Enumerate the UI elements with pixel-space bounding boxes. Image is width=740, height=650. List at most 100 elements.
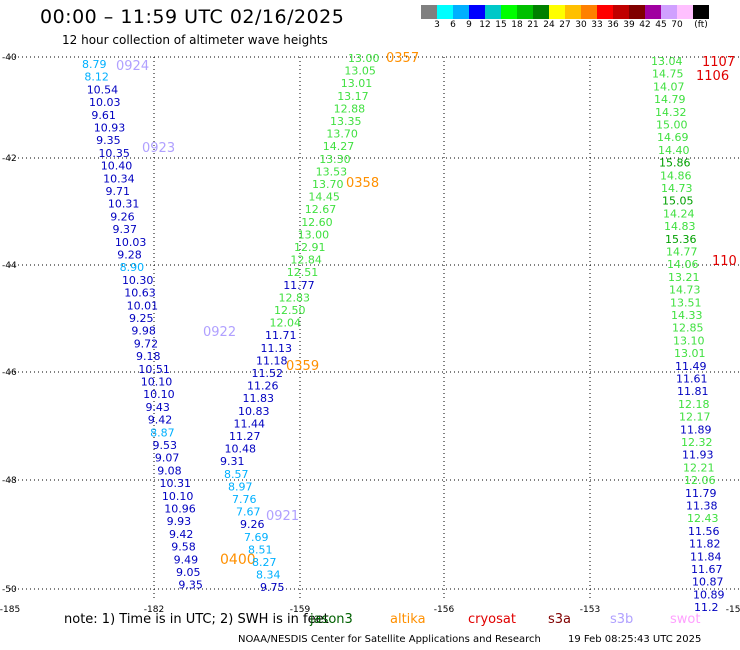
legend-label: 21 xyxy=(527,20,539,30)
wave-height-label: 9.26 xyxy=(240,518,265,531)
color-legend: 3 6 9 12 15 18 21 24 27 30 33 36 39 42 45 70 (ft) xyxy=(421,5,709,33)
pass-label: 0357 xyxy=(386,51,419,66)
wave-height-label: 12.50 xyxy=(274,304,306,317)
wave-height-label: 11.67 xyxy=(691,563,723,576)
wave-height-label: 8.27 xyxy=(252,556,277,569)
legend-label: 36 xyxy=(607,20,619,30)
wave-height-label: 14.83 xyxy=(664,220,696,233)
wave-height-label: 13.30 xyxy=(319,153,351,166)
lat-tick-label: -48 xyxy=(2,476,17,486)
wave-height-label: 10.10 xyxy=(162,490,194,503)
map-title: 00:00 – 11:59 UTC 02/16/2025 xyxy=(40,6,345,28)
legend-label: 42 xyxy=(639,20,651,30)
legend-swatch xyxy=(501,5,517,19)
legend-swatch xyxy=(597,5,613,19)
wave-height-label: 11.27 xyxy=(229,430,261,443)
wave-height-label: 9.35 xyxy=(96,134,121,147)
wave-height-label: 11.49 xyxy=(675,360,707,373)
wave-height-label: 8.51 xyxy=(248,543,273,556)
wave-height-label: 13.01 xyxy=(674,347,706,360)
legend-swatch xyxy=(437,5,453,19)
wave-height-label: 13.21 xyxy=(668,271,700,284)
pass-label: 0921 xyxy=(266,509,299,524)
wave-height-label: 11.61 xyxy=(676,373,708,386)
satellite-legend-item: altika xyxy=(390,612,426,627)
legend-label: 39 xyxy=(623,20,635,30)
legend-label: 70 xyxy=(671,20,683,30)
lon-tick-label: -182 xyxy=(144,605,164,615)
satellite-legend-item: jason3 xyxy=(310,612,353,627)
wave-height-label: 9.71 xyxy=(106,185,131,198)
legend-swatch xyxy=(453,5,469,19)
wave-height-label: 10.31 xyxy=(160,477,192,490)
wave-height-label: 12.85 xyxy=(672,322,704,335)
legend-label: 12 xyxy=(479,20,491,30)
lat-tick-label: -50 xyxy=(2,585,17,595)
pass-label: 0923 xyxy=(142,141,175,156)
wave-height-label: 12.51 xyxy=(287,266,319,279)
wave-height-label: 9.26 xyxy=(110,210,135,223)
wave-height-label: 10.10 xyxy=(143,388,175,401)
wave-height-label: 9.25 xyxy=(129,312,154,325)
wave-height-label: 11.56 xyxy=(688,525,720,538)
wave-height-label: 14.27 xyxy=(323,140,355,153)
legend-label: 24 xyxy=(543,20,555,30)
wave-height-label: 11.82 xyxy=(689,538,721,551)
wave-height-label: 12.83 xyxy=(279,291,311,304)
wave-height-label: 10.34 xyxy=(103,172,134,185)
legend-swatch xyxy=(645,5,661,19)
wave-height-label: 9.93 xyxy=(167,515,192,528)
pass-label: 0922 xyxy=(203,325,236,340)
wave-height-label: 11.81 xyxy=(677,385,709,398)
legend-swatch xyxy=(677,5,693,19)
wave-height-label: 9.37 xyxy=(113,223,138,236)
wave-height-label: 12.21 xyxy=(683,461,715,474)
legend-label: 9 xyxy=(466,20,472,30)
wave-height-label: 8.34 xyxy=(256,569,281,582)
wave-height-label: 14.06 xyxy=(667,258,699,271)
wave-height-label: 9.35 xyxy=(178,579,203,592)
legend-label: 27 xyxy=(559,20,571,30)
wave-height-label: 13.05 xyxy=(344,65,376,78)
legend-swatches xyxy=(421,5,709,19)
legend-swatch xyxy=(485,5,501,19)
wave-height-label: 12.88 xyxy=(334,102,366,115)
wave-height-label: 11.2 xyxy=(694,601,719,614)
wave-height-label: 14.69 xyxy=(657,131,689,144)
satellite-legend-item: s3a xyxy=(548,612,572,627)
wave-height-label: 10.03 xyxy=(115,236,146,249)
legend-swatch xyxy=(581,5,597,19)
wave-height-label: 10.63 xyxy=(124,287,156,300)
wave-height-label: 13.70 xyxy=(326,128,358,141)
wave-height-label: 10.87 xyxy=(692,576,724,589)
satellite-legend-item: swot xyxy=(670,612,701,627)
wave-height-label: 13.70 xyxy=(312,178,344,191)
wave-height-label: 11.84 xyxy=(690,550,722,563)
wave-height-label: 14.07 xyxy=(653,80,685,93)
generated-timestamp: 19 Feb 08:25:43 UTC 2025 xyxy=(568,634,702,645)
wave-height-label: 13.53 xyxy=(316,165,348,178)
wave-height-label: 12.17 xyxy=(679,411,711,424)
wave-height-label: 10.31 xyxy=(108,198,140,211)
wave-height-label: 14.45 xyxy=(308,191,340,204)
wave-height-label: 9.53 xyxy=(153,439,178,452)
wave-height-label: 12.32 xyxy=(681,436,713,449)
lon-tick-label: -159 xyxy=(290,605,311,615)
wave-height-label: 11.71 xyxy=(265,329,297,342)
legend-swatch xyxy=(517,5,533,19)
wave-height-label: 15.36 xyxy=(665,233,697,246)
legend-unit: (ft) xyxy=(694,20,708,30)
wave-height-label: 10.54 xyxy=(87,83,119,96)
wave-height-label: 9.43 xyxy=(145,401,170,414)
wave-height-label: 13.00 xyxy=(298,228,330,241)
wave-height-label: 8.90 xyxy=(120,261,145,274)
pass-label: 0359 xyxy=(286,359,319,374)
wave-height-label: 9.75 xyxy=(260,581,285,594)
wave-height-label: 10.51 xyxy=(138,363,170,376)
lat-tick-label: -46 xyxy=(2,368,17,378)
wave-height-label: 9.72 xyxy=(134,337,159,350)
wave-height-label: 13.04 xyxy=(651,55,683,68)
wave-height-label: 14.32 xyxy=(655,106,687,119)
wave-height-label: 9.31 xyxy=(220,455,245,468)
